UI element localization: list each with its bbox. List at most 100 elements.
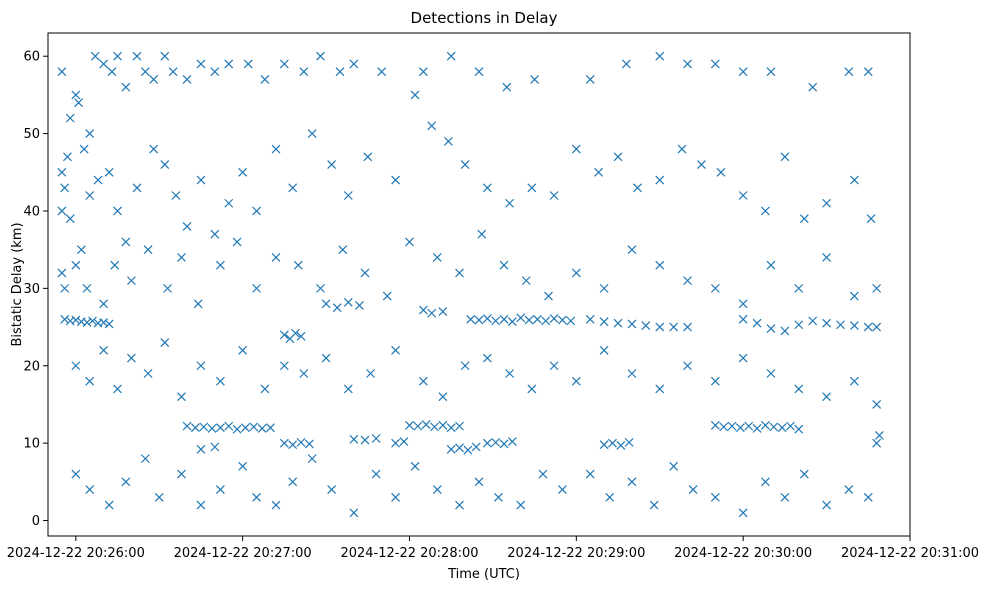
data-point xyxy=(446,423,456,433)
data-point xyxy=(107,67,117,77)
data-point xyxy=(655,175,665,185)
data-point xyxy=(507,317,517,327)
data-point xyxy=(79,144,89,154)
data-point xyxy=(455,443,464,453)
data-point xyxy=(279,59,289,69)
data-point xyxy=(299,369,309,378)
data-point xyxy=(160,51,170,61)
data-point xyxy=(710,59,720,69)
data-point xyxy=(697,160,706,169)
data-point xyxy=(716,167,726,177)
data-point xyxy=(405,420,414,430)
y-tick-label: 20 xyxy=(23,359,40,374)
data-point xyxy=(499,260,509,270)
data-point xyxy=(744,421,754,431)
data-point xyxy=(293,260,303,270)
data-point xyxy=(549,191,559,200)
data-point xyxy=(76,245,86,255)
data-point xyxy=(371,434,381,443)
data-point xyxy=(794,384,804,394)
data-point xyxy=(126,276,136,286)
data-point xyxy=(355,300,364,310)
data-point xyxy=(443,136,453,146)
data-point xyxy=(613,152,623,162)
data-point xyxy=(260,75,270,84)
data-point xyxy=(649,500,659,510)
data-point xyxy=(780,152,790,162)
data-point xyxy=(99,317,109,327)
data-point xyxy=(85,129,95,139)
data-point xyxy=(74,98,84,108)
data-point xyxy=(627,369,637,378)
y-tick-label: 30 xyxy=(23,282,40,297)
x-tick-label: 2024-12-22 20:28:00 xyxy=(340,546,478,561)
data-point xyxy=(641,321,651,330)
data-point xyxy=(271,252,281,262)
data-point xyxy=(399,437,409,447)
data-point xyxy=(780,492,790,502)
data-point xyxy=(215,485,225,494)
x-tick-label: 2024-12-22 20:27:00 xyxy=(174,546,312,561)
data-point xyxy=(71,361,81,371)
data-point xyxy=(360,435,370,445)
data-point xyxy=(769,422,779,432)
data-point xyxy=(494,492,503,502)
data-point xyxy=(85,485,95,494)
data-point xyxy=(766,369,776,378)
data-point xyxy=(627,245,637,255)
data-point xyxy=(455,421,464,431)
data-point xyxy=(594,167,603,177)
data-point xyxy=(808,316,818,326)
data-point xyxy=(93,175,103,185)
data-point xyxy=(432,485,442,494)
data-point xyxy=(677,144,687,154)
data-point xyxy=(279,330,289,340)
data-point xyxy=(844,485,854,494)
data-point xyxy=(143,369,153,378)
y-axis: 0 10 20 30 40 50 60 xyxy=(23,50,48,529)
data-point xyxy=(482,183,492,193)
data-point xyxy=(669,322,679,332)
data-point xyxy=(863,322,873,332)
data-point xyxy=(524,315,534,325)
data-point xyxy=(507,437,517,447)
data-point xyxy=(99,345,109,355)
data-point xyxy=(863,492,873,502)
data-point xyxy=(210,442,220,452)
data-point xyxy=(149,75,159,84)
data-point xyxy=(541,316,551,326)
data-point xyxy=(808,82,818,92)
data-point xyxy=(113,384,122,394)
data-point xyxy=(719,422,729,432)
data-point xyxy=(215,260,225,270)
data-point xyxy=(786,421,795,431)
data-point xyxy=(104,500,114,510)
data-point xyxy=(307,129,317,139)
data-point xyxy=(410,461,420,471)
data-point xyxy=(418,305,428,315)
data-point xyxy=(85,191,95,200)
data-point xyxy=(160,338,170,347)
data-point xyxy=(71,260,81,270)
data-point xyxy=(683,322,692,332)
data-point xyxy=(304,439,314,449)
data-point xyxy=(215,423,225,433)
data-point xyxy=(63,152,72,162)
data-point xyxy=(738,353,748,363)
data-point xyxy=(371,469,381,479)
data-point xyxy=(460,160,470,169)
data-point xyxy=(849,175,859,185)
data-point xyxy=(669,461,679,471)
data-point xyxy=(257,424,267,433)
data-point xyxy=(252,206,261,216)
data-point xyxy=(482,438,492,448)
data-point xyxy=(427,121,437,131)
data-point xyxy=(196,361,206,371)
data-point xyxy=(799,469,809,479)
x-tick-label: 2024-12-22 20:31:00 xyxy=(841,546,979,561)
data-point xyxy=(249,422,259,432)
data-point xyxy=(363,152,373,162)
y-axis-label: Bistatic Delay (km) xyxy=(10,222,25,346)
data-point xyxy=(332,303,342,313)
data-point xyxy=(571,144,581,154)
